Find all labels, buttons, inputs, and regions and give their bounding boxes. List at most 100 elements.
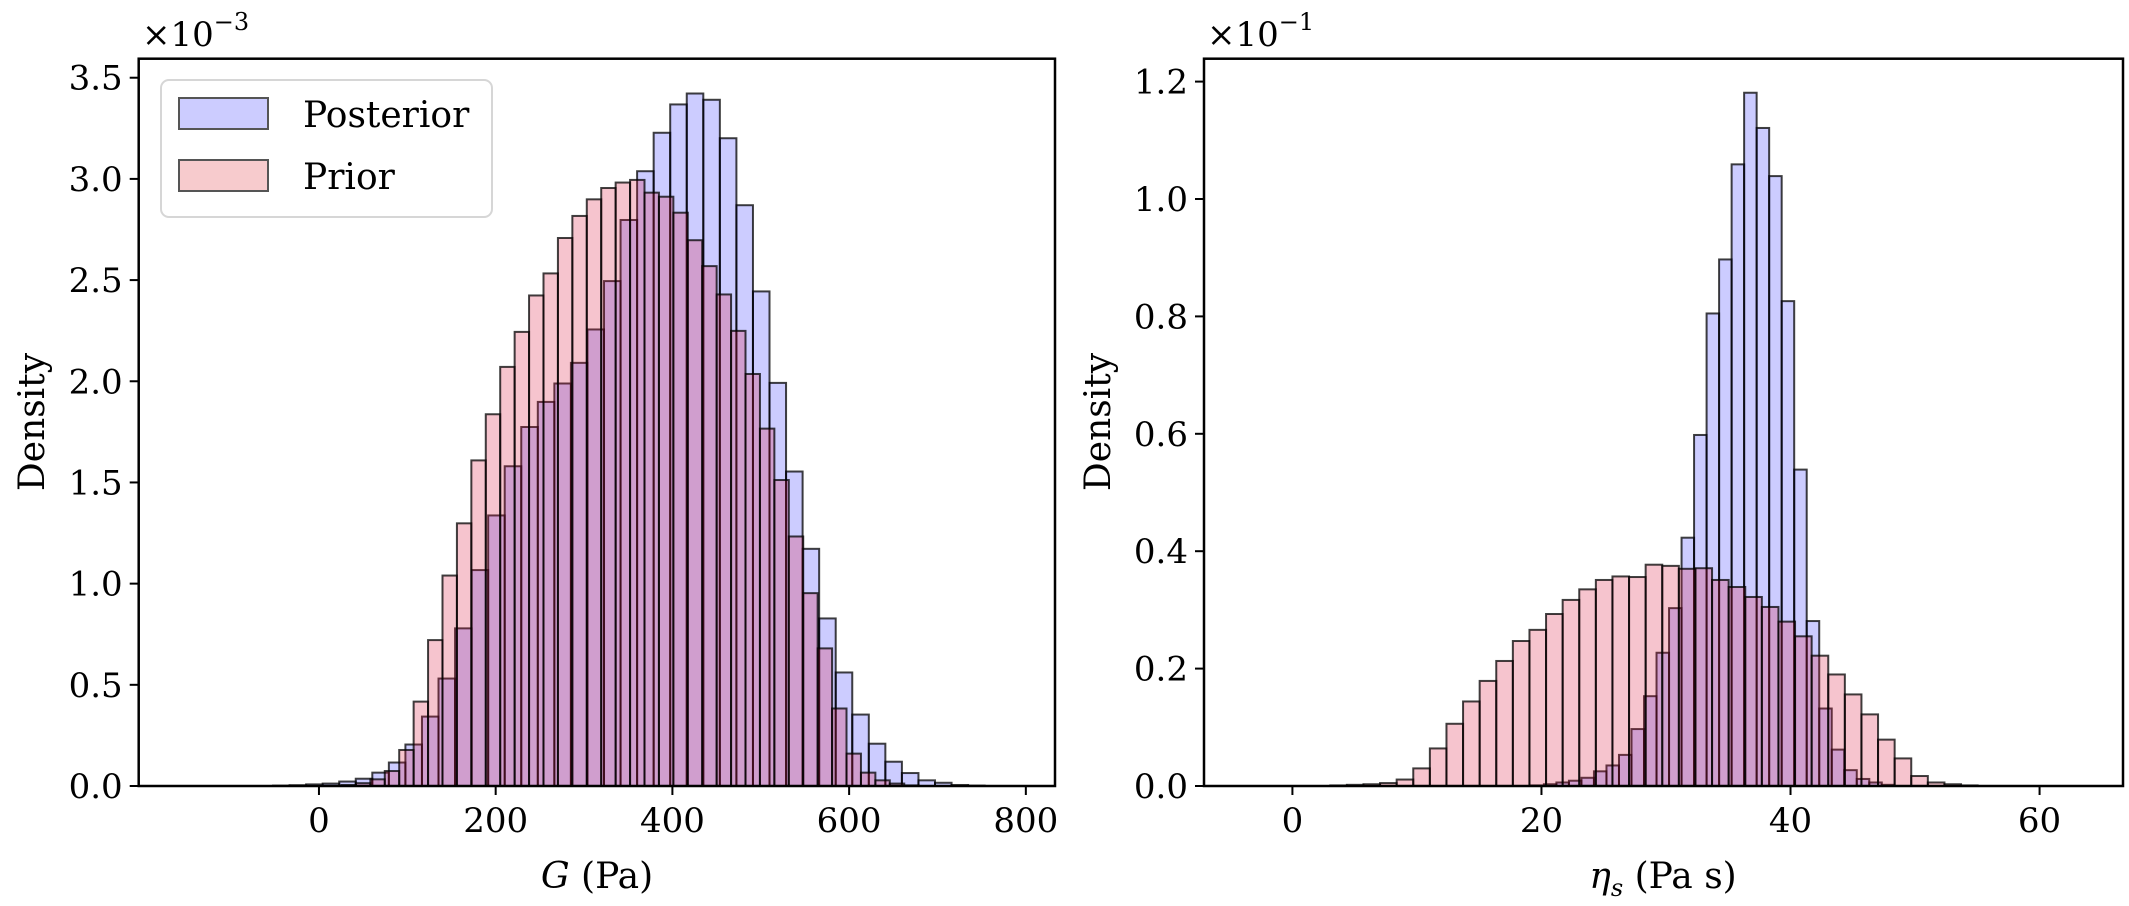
bar-prior — [513, 330, 531, 787]
y-tick-label: 0.4 — [1134, 532, 1188, 572]
histogram-eta-panel: 0 20 40 60 0.0 0.2 0.4 0.6 0.8 1.0 1.2 ×10−1 Densi… — [1078, 8, 2125, 902]
bar-prior — [1810, 654, 1830, 787]
bar-prior — [744, 372, 761, 787]
bar-prior — [1495, 659, 1514, 787]
bar-prior — [1727, 586, 1747, 787]
bar-prior — [1445, 722, 1465, 788]
y-tick-label: 0.5 — [69, 666, 123, 706]
bar-prior — [1843, 693, 1863, 788]
bar-prior — [629, 178, 646, 787]
y-tick-label: 0.0 — [1134, 767, 1188, 807]
x-tick-label: 40 — [1769, 801, 1812, 841]
bar-prior — [427, 639, 444, 787]
bar-prior — [1545, 613, 1564, 787]
bar-prior — [585, 198, 603, 788]
bar-prior — [614, 181, 632, 787]
bars-group — [1329, 91, 1979, 788]
bar-prior — [701, 265, 718, 787]
bar-prior — [758, 427, 776, 787]
x-tick-label: 600 — [817, 801, 882, 841]
bar-prior — [1661, 564, 1680, 787]
bar-prior — [1644, 563, 1664, 787]
bar-prior — [831, 707, 848, 788]
bar-prior — [1578, 588, 1597, 787]
axes-frame — [137, 57, 1057, 788]
bar-prior — [499, 365, 516, 787]
y-offset-text: ×10−3 — [142, 8, 249, 55]
y-tick-label: 0.2 — [1134, 650, 1188, 690]
x-tick-label: 800 — [993, 801, 1058, 841]
x-tick-label: 0 — [1282, 801, 1304, 841]
bar-prior — [1478, 679, 1498, 787]
bar-prior — [1511, 640, 1531, 787]
x-axis-label: ηs (Pa s) — [1589, 856, 1736, 902]
bar-prior — [816, 647, 834, 788]
bar-prior — [571, 214, 588, 788]
bar-prior — [845, 752, 862, 787]
bar-prior — [859, 771, 877, 788]
bar-prior — [455, 522, 473, 787]
legend-swatch-posterior — [178, 97, 269, 130]
bar-prior — [441, 574, 458, 787]
bar-prior — [672, 211, 689, 787]
legend-swatch-prior — [178, 159, 269, 192]
y-tick-label: 2.0 — [69, 362, 123, 402]
bar-prior — [1611, 575, 1631, 787]
bar-prior — [1744, 595, 1763, 788]
y-tick-label: 0.8 — [1134, 297, 1188, 337]
y-tick-label: 1.2 — [1134, 63, 1188, 103]
bar-prior — [802, 592, 819, 788]
bar-prior — [1428, 747, 1448, 788]
y-tick-label: 0.6 — [1134, 415, 1188, 455]
y-tick-label: 2.5 — [69, 261, 123, 301]
bar-prior — [715, 293, 733, 787]
x-tick-label: 60 — [2018, 801, 2061, 841]
x-tick-label: 400 — [640, 801, 705, 841]
bar-prior — [1594, 578, 1614, 787]
bar-prior — [773, 479, 790, 787]
y-axis-label: Density — [1078, 352, 1119, 491]
bar-prior — [383, 770, 401, 787]
legend-label-prior: Prior — [303, 157, 396, 198]
y-tick-label: 3.0 — [69, 160, 123, 200]
y-tick-label: 3.5 — [69, 59, 123, 99]
histogram-g-panel: 0 200 400 600 800 0.0 0.5 1.0 1.5 2.0 2.5 3.0 3.5 ×1… — [12, 8, 1058, 897]
legend: Posterior Prior — [160, 79, 493, 218]
bar-prior — [1877, 738, 1896, 787]
bar-prior — [1462, 700, 1481, 788]
bar-prior — [1910, 775, 1929, 787]
y-tick-label: 1.0 — [69, 565, 123, 605]
bar-prior — [787, 535, 805, 787]
bar-prior — [398, 748, 415, 787]
bar-prior — [556, 236, 574, 788]
axes-frame — [1202, 57, 2125, 788]
bar-prior — [1628, 576, 1647, 788]
ticks-group: 0 200 400 600 800 0.0 0.5 1.0 1.5 2.0 2.5 3.0 3.5 — [69, 59, 1059, 841]
bar-prior — [1561, 598, 1581, 787]
bar-prior — [1760, 605, 1780, 787]
y-offset-text: ×10−1 — [1207, 8, 1314, 55]
bar-prior — [1412, 767, 1431, 787]
bar-prior — [1827, 673, 1846, 788]
y-tick-label: 1.5 — [69, 463, 123, 503]
x-tick-label: 20 — [1520, 801, 1563, 841]
x-tick-label: 200 — [463, 801, 528, 841]
bar-prior — [1794, 635, 1813, 787]
bars-group — [272, 92, 986, 788]
bar-prior — [730, 329, 747, 787]
bar-prior — [643, 191, 660, 788]
bar-prior — [470, 459, 487, 787]
bar-prior — [1893, 757, 1913, 787]
bar-prior — [1677, 567, 1697, 788]
legend-label-posterior: Posterior — [303, 95, 470, 136]
bar-prior — [1777, 620, 1797, 788]
bar-prior — [542, 272, 559, 788]
bar-prior — [1694, 567, 1714, 787]
ticks-group: 0 20 40 60 0.0 0.2 0.4 0.6 0.8 1.0 1.2 — [1134, 63, 2061, 841]
x-axis-label: G (Pa) — [541, 856, 653, 897]
bar-prior — [528, 294, 545, 787]
bar-prior — [686, 239, 704, 788]
bar-prior — [1860, 713, 1880, 788]
bar-prior — [657, 195, 675, 788]
